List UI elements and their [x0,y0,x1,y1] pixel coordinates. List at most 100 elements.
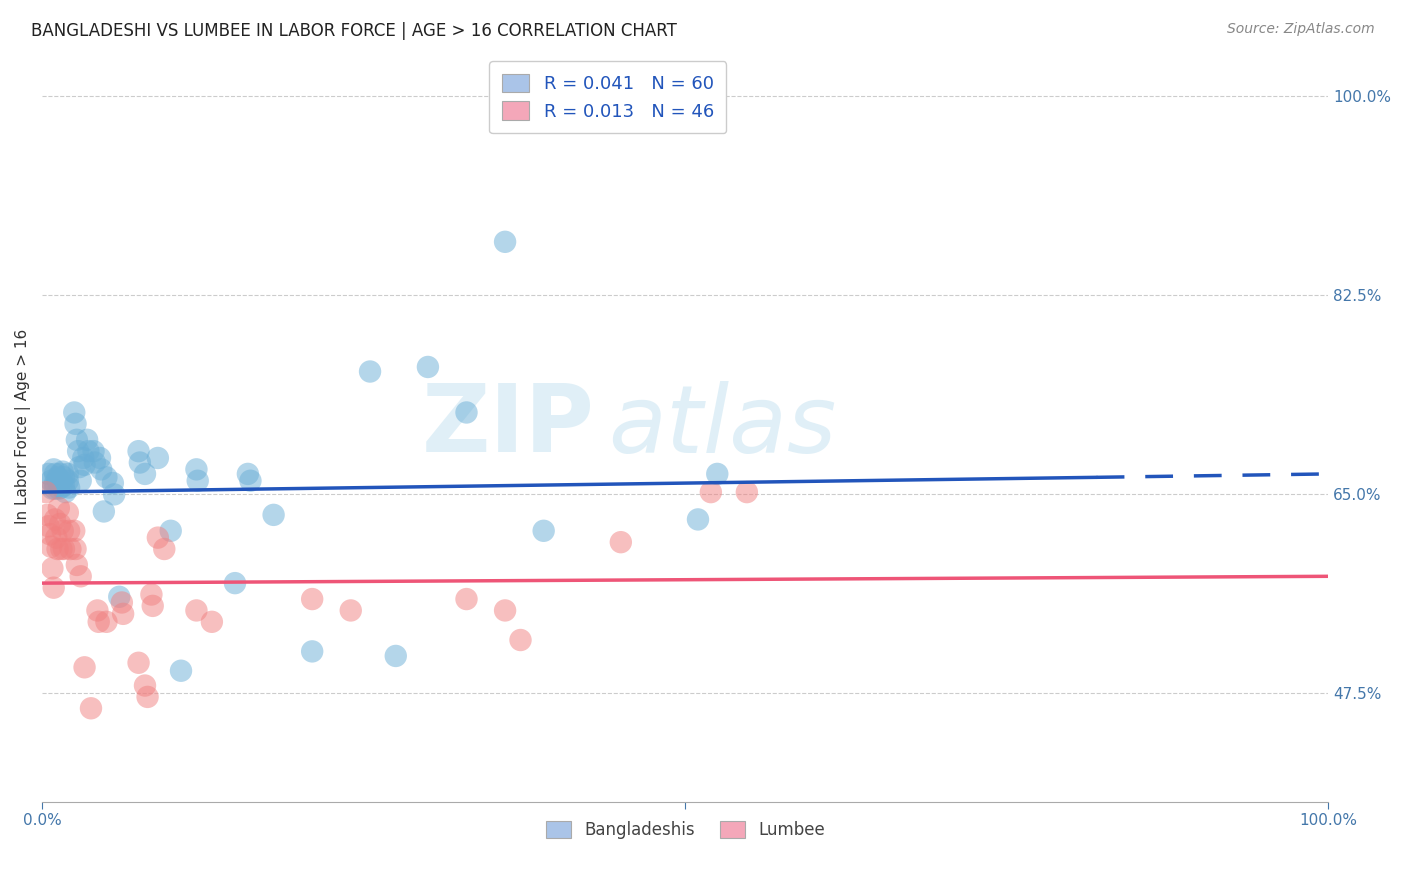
Point [236,467,259,481]
Point [186,462,208,476]
Text: Source: ZipAtlas.com: Source: ZipAtlas.com [1227,22,1375,37]
Point [46,470,69,484]
Point [53,541,76,556]
Point [73,660,96,674]
Point [533,524,555,538]
Point [65,541,87,556]
Point [101,475,124,490]
Point [45,531,67,545]
Point [494,603,516,617]
Point [239,474,262,488]
Point [48,501,70,516]
Point [301,592,323,607]
Point [142,599,165,613]
Point [263,508,285,522]
Point [49,516,72,531]
Point [67,444,90,458]
Point [51,481,73,495]
Point [128,444,150,458]
Point [44,467,66,481]
Point [700,485,723,500]
Point [93,504,115,518]
Point [65,417,87,431]
Point [41,482,63,496]
Point [58,481,80,495]
Point [42,462,65,476]
Point [39,540,62,554]
Point [76,433,98,447]
Point [52,524,75,538]
Point [46,541,69,556]
Point [494,235,516,249]
Point [58,524,80,538]
Point [170,664,193,678]
Point [339,603,361,617]
Point [134,467,156,481]
Point [67,460,90,475]
Point [56,506,79,520]
Point [53,478,76,492]
Point [112,607,135,621]
Point [49,467,72,481]
Point [90,462,112,476]
Text: atlas: atlas [607,381,837,472]
Point [224,576,246,591]
Point [359,364,381,378]
Point [384,648,406,663]
Point [201,615,224,629]
Point [706,467,728,481]
Point [66,433,89,447]
Point [83,444,105,458]
Point [186,603,208,617]
Point [56,467,79,481]
Point [44,512,66,526]
Y-axis label: In Labor Force | Age > 16: In Labor Force | Age > 16 [15,328,31,524]
Point [103,487,125,501]
Point [72,450,94,465]
Point [77,444,100,458]
Point [63,405,86,419]
Point [44,482,66,496]
Point [153,541,176,556]
Point [35,485,58,500]
Point [96,470,118,484]
Point [136,690,159,704]
Point [48,475,70,490]
Point [134,679,156,693]
Point [38,527,60,541]
Point [53,485,76,500]
Point [301,644,323,658]
Point [96,615,118,629]
Point [456,405,478,419]
Point [610,535,633,549]
Point [416,359,439,374]
Point [38,467,60,481]
Point [146,531,169,545]
Point [128,456,150,470]
Point [59,541,82,556]
Point [89,450,111,465]
Text: BANGLADESHI VS LUMBEE IN LABOR FORCE | AGE > 16 CORRELATION CHART: BANGLADESHI VS LUMBEE IN LABOR FORCE | A… [31,22,676,40]
Point [509,633,531,648]
Point [42,581,65,595]
Point [38,519,60,533]
Point [159,524,181,538]
Point [66,558,89,572]
Point [44,475,66,490]
Point [41,561,63,575]
Point [37,508,59,522]
Point [686,512,709,526]
Point [108,590,131,604]
Point [146,450,169,465]
Point [51,474,73,488]
Legend: Bangladeshis, Lumbee: Bangladeshis, Lumbee [538,814,831,846]
Point [187,474,209,488]
Point [51,541,73,556]
Text: ZIP: ZIP [422,380,595,472]
Point [83,456,105,470]
Point [53,470,76,484]
Point [141,587,163,601]
Point [63,524,86,538]
Point [56,474,79,488]
Point [111,595,134,609]
